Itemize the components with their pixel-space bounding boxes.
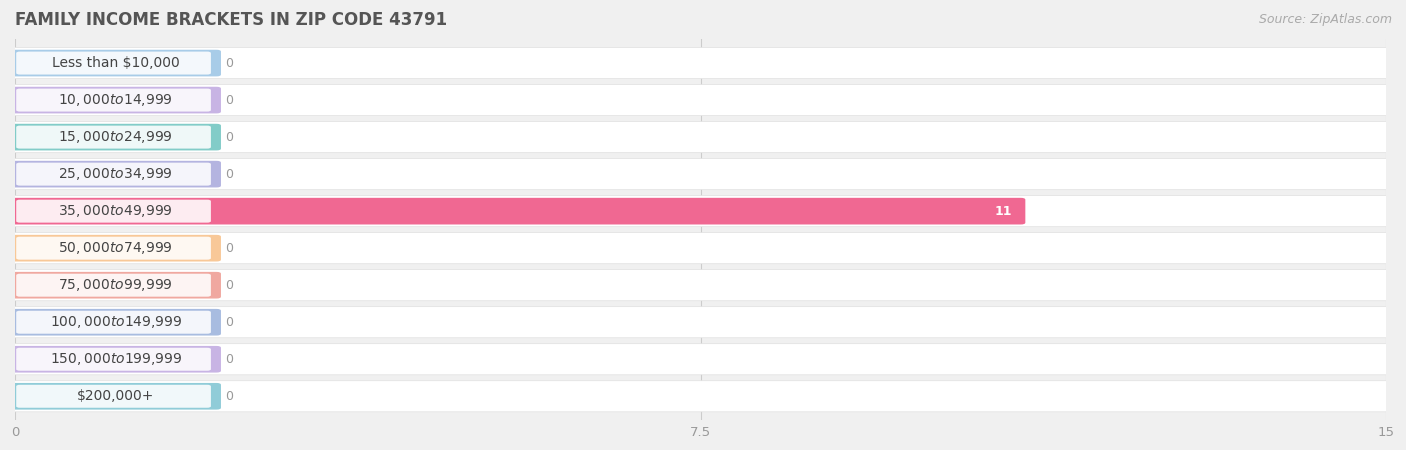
FancyBboxPatch shape <box>11 306 1391 338</box>
FancyBboxPatch shape <box>11 198 1025 225</box>
Text: 0: 0 <box>225 57 233 70</box>
FancyBboxPatch shape <box>17 126 211 148</box>
FancyBboxPatch shape <box>11 344 1391 375</box>
FancyBboxPatch shape <box>11 122 1391 153</box>
Text: $100,000 to $149,999: $100,000 to $149,999 <box>49 314 181 330</box>
FancyBboxPatch shape <box>17 385 211 408</box>
FancyBboxPatch shape <box>11 346 221 373</box>
Text: $150,000 to $199,999: $150,000 to $199,999 <box>49 351 181 367</box>
FancyBboxPatch shape <box>11 196 1391 227</box>
Text: $35,000 to $49,999: $35,000 to $49,999 <box>59 203 173 219</box>
Text: 0: 0 <box>225 94 233 107</box>
Text: 0: 0 <box>225 168 233 180</box>
FancyBboxPatch shape <box>17 162 211 185</box>
FancyBboxPatch shape <box>11 87 221 113</box>
FancyBboxPatch shape <box>17 274 211 297</box>
FancyBboxPatch shape <box>11 85 1391 116</box>
FancyBboxPatch shape <box>17 89 211 112</box>
Text: 0: 0 <box>225 316 233 328</box>
FancyBboxPatch shape <box>11 383 221 410</box>
FancyBboxPatch shape <box>17 237 211 260</box>
Text: $50,000 to $74,999: $50,000 to $74,999 <box>59 240 173 256</box>
FancyBboxPatch shape <box>11 50 221 76</box>
FancyBboxPatch shape <box>11 124 221 150</box>
FancyBboxPatch shape <box>11 161 221 188</box>
Text: FAMILY INCOME BRACKETS IN ZIP CODE 43791: FAMILY INCOME BRACKETS IN ZIP CODE 43791 <box>15 11 447 29</box>
FancyBboxPatch shape <box>17 200 211 223</box>
Text: Source: ZipAtlas.com: Source: ZipAtlas.com <box>1258 14 1392 27</box>
Text: 0: 0 <box>225 130 233 144</box>
Text: $75,000 to $99,999: $75,000 to $99,999 <box>59 277 173 293</box>
Text: $200,000+: $200,000+ <box>77 389 155 403</box>
FancyBboxPatch shape <box>11 235 221 261</box>
Text: 11: 11 <box>994 205 1012 218</box>
FancyBboxPatch shape <box>11 272 221 298</box>
FancyBboxPatch shape <box>17 52 211 75</box>
FancyBboxPatch shape <box>17 348 211 371</box>
FancyBboxPatch shape <box>17 311 211 334</box>
Text: 0: 0 <box>225 279 233 292</box>
Text: $25,000 to $34,999: $25,000 to $34,999 <box>59 166 173 182</box>
FancyBboxPatch shape <box>11 48 1391 79</box>
FancyBboxPatch shape <box>11 381 1391 412</box>
FancyBboxPatch shape <box>11 270 1391 301</box>
Text: $15,000 to $24,999: $15,000 to $24,999 <box>59 129 173 145</box>
FancyBboxPatch shape <box>11 158 1391 190</box>
Text: $10,000 to $14,999: $10,000 to $14,999 <box>59 92 173 108</box>
FancyBboxPatch shape <box>11 309 221 336</box>
FancyBboxPatch shape <box>11 233 1391 264</box>
Text: 0: 0 <box>225 242 233 255</box>
Text: Less than $10,000: Less than $10,000 <box>52 56 180 70</box>
Text: 0: 0 <box>225 353 233 366</box>
Text: 0: 0 <box>225 390 233 403</box>
